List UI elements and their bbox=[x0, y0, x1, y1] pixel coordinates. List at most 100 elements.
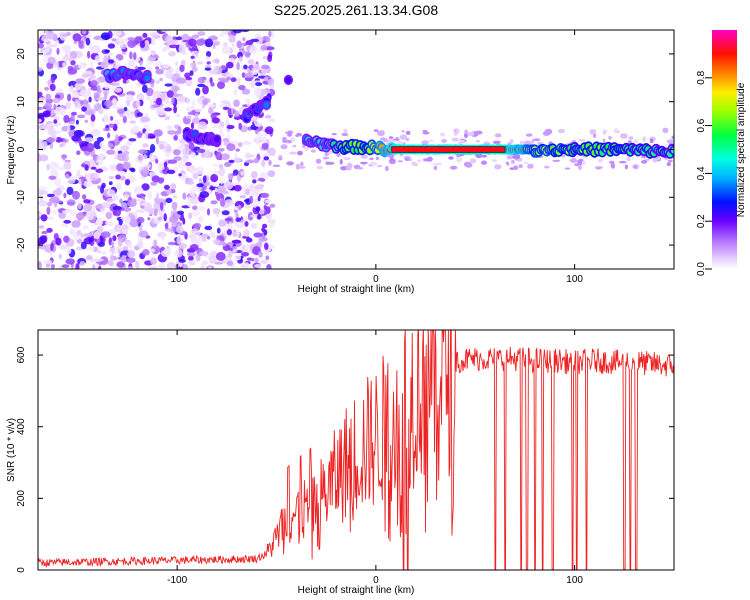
noise-cell bbox=[262, 223, 268, 229]
snr-ytick-label: 0 bbox=[16, 567, 27, 573]
noise-cell bbox=[70, 120, 75, 125]
noise-cell bbox=[187, 198, 192, 208]
noise-cell bbox=[78, 40, 84, 49]
noise-cell bbox=[155, 66, 160, 70]
noise-cell bbox=[190, 61, 197, 69]
noise-cell bbox=[100, 250, 107, 256]
noise-cell bbox=[79, 89, 89, 97]
noise-cell bbox=[422, 131, 430, 135]
noise-cell bbox=[221, 30, 225, 36]
noise-cell bbox=[102, 128, 111, 132]
noise-cell bbox=[147, 217, 151, 221]
noise-cell bbox=[183, 264, 189, 269]
noise-cell bbox=[98, 107, 104, 115]
noise-cell bbox=[250, 223, 258, 229]
noise-cell bbox=[96, 225, 104, 234]
colorbar-tick-label: 0.6 bbox=[696, 118, 707, 132]
noise-cell bbox=[202, 98, 209, 106]
noise-cell bbox=[226, 133, 231, 140]
noise-cell bbox=[164, 115, 170, 121]
noise-cell bbox=[432, 162, 441, 166]
noise-cell bbox=[268, 30, 272, 37]
snr-panel: -100 0 100 0 200 400 600 Height of straight li… bbox=[6, 329, 675, 596]
noise-cell bbox=[226, 143, 236, 151]
noise-cell bbox=[186, 252, 196, 257]
noise-cell bbox=[170, 210, 177, 214]
noise-cell bbox=[72, 190, 80, 200]
noise-cell bbox=[116, 182, 122, 191]
noise-cell bbox=[141, 183, 150, 191]
noise-cell bbox=[220, 100, 230, 104]
noise-cell bbox=[427, 156, 433, 162]
noise-cell bbox=[115, 174, 121, 180]
ridge-strong-band bbox=[391, 146, 506, 153]
noise-cell bbox=[136, 132, 143, 139]
noise-cell bbox=[176, 36, 183, 41]
noise-cell bbox=[189, 70, 194, 76]
noise-cell bbox=[116, 163, 124, 172]
noise-cell bbox=[206, 61, 211, 65]
noise-cell bbox=[405, 130, 411, 135]
noise-cell bbox=[111, 241, 115, 247]
noise-cell bbox=[177, 125, 182, 135]
noise-cell bbox=[464, 129, 468, 134]
noise-cell bbox=[65, 101, 72, 110]
noise-cell bbox=[261, 64, 270, 70]
noise-cell bbox=[39, 47, 49, 55]
noise-cell bbox=[254, 184, 264, 190]
noise-cell bbox=[558, 128, 565, 134]
noise-cell bbox=[66, 186, 74, 196]
noise-cell bbox=[360, 161, 368, 165]
noise-cell bbox=[93, 231, 100, 240]
noise-cell bbox=[81, 73, 91, 78]
noise-cell bbox=[100, 32, 111, 40]
noise-cell bbox=[216, 185, 227, 193]
noise-cell bbox=[492, 140, 501, 145]
noise-cell bbox=[199, 191, 210, 198]
noise-cell bbox=[132, 198, 137, 202]
noise-cell bbox=[172, 195, 178, 199]
noise-cell bbox=[356, 167, 364, 170]
noise-cell bbox=[133, 52, 137, 61]
ridge-cell bbox=[263, 101, 270, 109]
noise-cell bbox=[65, 31, 71, 36]
noise-cell bbox=[166, 188, 172, 195]
noise-cell bbox=[250, 80, 256, 89]
noise-cell bbox=[55, 88, 64, 94]
noise-cell bbox=[261, 133, 269, 137]
noise-cell bbox=[242, 37, 246, 42]
noise-cell bbox=[201, 260, 209, 266]
noise-cell bbox=[40, 214, 48, 222]
noise-cell bbox=[254, 257, 259, 263]
noise-cell bbox=[178, 259, 186, 263]
noise-cell bbox=[106, 189, 116, 197]
noise-cell bbox=[114, 223, 122, 233]
noise-cell bbox=[233, 89, 238, 96]
noise-cell bbox=[142, 143, 149, 148]
noise-cell bbox=[203, 149, 211, 159]
noise-cell bbox=[227, 250, 233, 258]
noise-cell bbox=[243, 262, 250, 269]
noise-cell bbox=[221, 79, 229, 83]
noise-cell bbox=[240, 252, 250, 257]
noise-cell bbox=[62, 154, 66, 161]
noise-cell bbox=[189, 244, 199, 251]
noise-cell bbox=[244, 51, 251, 58]
noise-cell bbox=[375, 156, 379, 161]
noise-cell bbox=[157, 216, 163, 221]
noise-cell bbox=[226, 76, 231, 81]
noise-cell bbox=[212, 124, 222, 129]
noise-cell bbox=[255, 36, 264, 44]
noise-cell bbox=[199, 250, 209, 257]
noise-cell bbox=[236, 77, 241, 86]
noise-cell bbox=[74, 83, 80, 89]
noise-cell bbox=[202, 175, 207, 184]
noise-cell bbox=[101, 182, 106, 189]
noise-cell bbox=[192, 99, 196, 108]
noise-cell bbox=[232, 30, 243, 34]
noise-cell bbox=[99, 141, 105, 148]
noise-cell bbox=[50, 110, 54, 117]
noise-cell bbox=[649, 138, 654, 144]
noise-cell bbox=[125, 216, 131, 224]
noise-cell bbox=[71, 220, 81, 228]
